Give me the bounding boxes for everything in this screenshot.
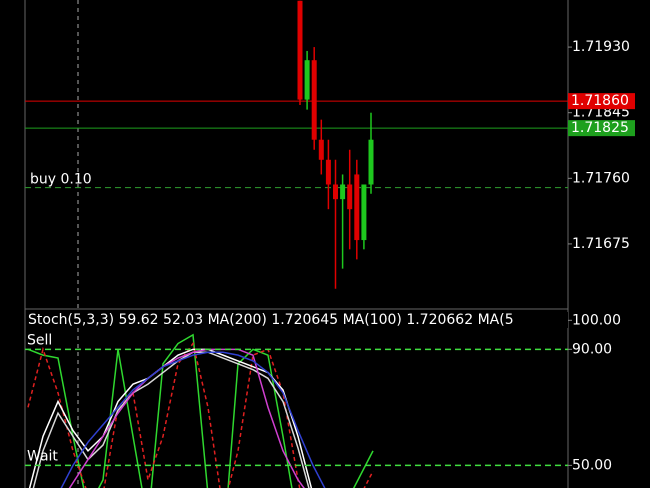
y-tick-label: 1.71675 <box>572 236 630 252</box>
price-label: 1.71825 <box>571 120 629 136</box>
header-bg <box>26 312 568 328</box>
candle-body <box>333 184 338 200</box>
oscillator-line <box>27 341 374 488</box>
candle-body <box>347 184 353 210</box>
price-label-box <box>568 120 635 137</box>
candle-body <box>361 184 367 241</box>
oscillator-line <box>60 351 326 488</box>
candle-body <box>368 139 374 185</box>
candle-body <box>340 184 346 200</box>
price-label-box <box>568 93 635 110</box>
level-label: Sell <box>27 332 52 348</box>
candle-body <box>304 60 310 100</box>
oscillator-line <box>68 348 305 488</box>
oscillator-line <box>32 351 310 488</box>
y-tick-label: 1.71760 <box>572 170 630 186</box>
candle-body <box>318 139 324 160</box>
candle-body <box>297 0 303 100</box>
oscillator-line <box>27 333 374 488</box>
order-label: buy 0.10 <box>30 172 92 188</box>
level-label: Wait <box>27 448 58 464</box>
price-label: 1.71860 <box>571 93 629 109</box>
candle-body <box>311 60 317 140</box>
y-tick-label: 100.00 <box>572 312 621 328</box>
oscillator-lines <box>27 333 374 488</box>
indicator-header: Stoch(5,3,3) 59.62 52.03 MA(200) 1.72064… <box>28 312 514 328</box>
y-tick-label: 1.71930 <box>572 39 630 55</box>
candle-body <box>325 159 331 185</box>
y-tick-label: 50.00 <box>572 457 612 473</box>
y-tick-label: 90.00 <box>572 341 612 357</box>
candle-body <box>354 174 360 241</box>
